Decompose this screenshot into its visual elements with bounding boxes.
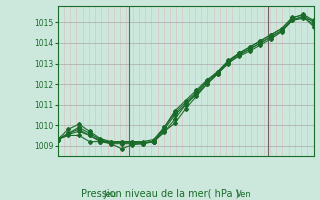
Text: Ven: Ven [236,190,251,199]
Text: Jeu: Jeu [103,190,116,199]
Text: Pression niveau de la mer( hPa ): Pression niveau de la mer( hPa ) [81,188,239,198]
